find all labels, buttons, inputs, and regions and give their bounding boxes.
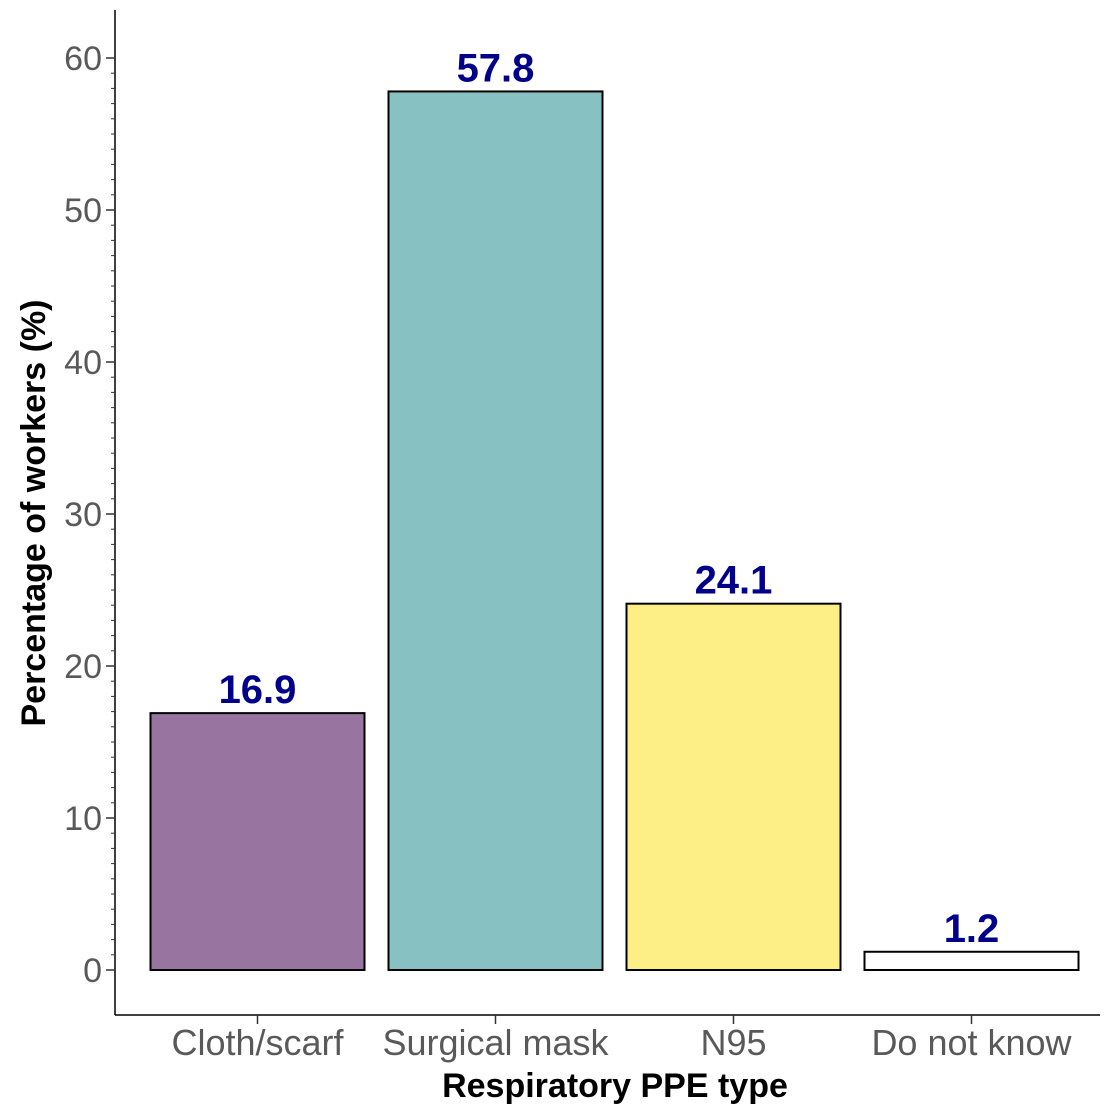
y-tick-label: 30 — [64, 496, 102, 534]
bars-group — [149, 90, 1080, 972]
x-tick-label: Do not know — [871, 1022, 1072, 1063]
data-label: 16.9 — [219, 668, 297, 712]
data-label: 57.8 — [457, 46, 535, 90]
y-axis-title: Percentage of workers (%) — [15, 299, 53, 726]
x-axis-title: Respiratory PPE type — [442, 1067, 788, 1105]
y-tick-label: 60 — [64, 40, 102, 78]
bar-cloth-scarf — [149, 712, 366, 971]
y-ticks-group: 0 10 20 30 40 50 60 — [64, 40, 115, 990]
y-tick-label: 0 — [83, 952, 102, 990]
y-tick-label: 40 — [64, 344, 102, 382]
x-tick-label: Cloth/scarf — [171, 1022, 344, 1063]
x-tick-label: Surgical mask — [382, 1022, 609, 1063]
x-tick-label: N95 — [700, 1022, 766, 1063]
bar-surgical-mask — [387, 90, 604, 971]
x-ticks-group: Cloth/scarf Surgical mask N95 Do not know — [171, 1015, 1073, 1063]
data-label: 1.2 — [944, 907, 1000, 951]
bar-do-not-know — [863, 950, 1080, 972]
bar-n95 — [625, 602, 842, 971]
data-labels-group: 16.9 57.8 24.1 1.2 — [219, 46, 1000, 950]
y-tick-label: 10 — [64, 800, 102, 838]
data-label: 24.1 — [695, 559, 773, 603]
y-tick-label: 50 — [64, 192, 102, 230]
y-tick-label: 20 — [64, 648, 102, 686]
